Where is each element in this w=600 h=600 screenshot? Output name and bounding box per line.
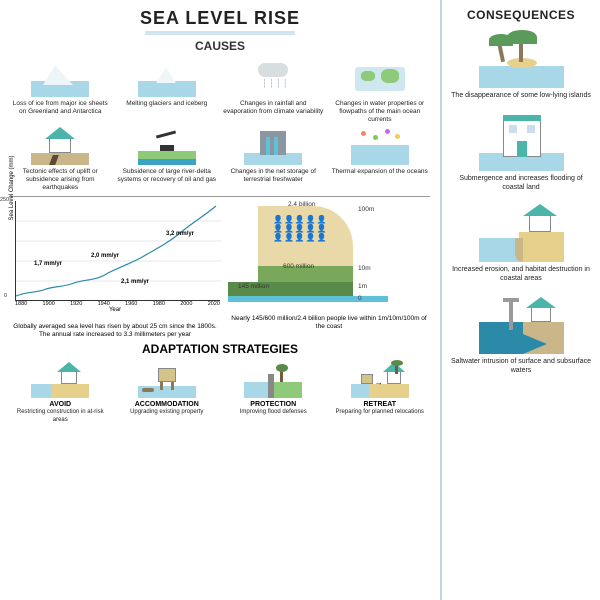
cause-caption: Subsidence of large river-delta systems … [117, 168, 218, 184]
cause-item: Changes in water properties or flowpaths… [330, 59, 431, 123]
cause-item: Changes in the net storage of terrestria… [223, 127, 324, 191]
rain-cloud-icon: ┆┆┆┆ [244, 59, 302, 97]
strategy-name: AVOID [10, 401, 111, 408]
causes-row-1: Loss of ice from major ice sheets on Gre… [10, 59, 430, 123]
cause-item: Loss of ice from major ice sheets on Gre… [10, 59, 111, 123]
consequence-caption: Saltwater intrusion of surface and subsu… [448, 358, 594, 376]
main-column: SEA LEVEL RISE CAUSES Loss of ice from m… [0, 0, 440, 600]
tectonic-house-icon [31, 127, 89, 165]
erosion-icon [479, 202, 564, 262]
strategy-caption: Preparing for planned relocations [330, 409, 431, 416]
saltwater-icon [479, 294, 564, 354]
strategy-name: ACCOMMODATION [117, 401, 218, 408]
cause-caption: Tectonic effects of uplift or subsidence… [10, 168, 111, 191]
consequences-heading: CONSEQUENCES [448, 8, 594, 22]
protection-icon [244, 360, 302, 398]
accommodation-icon [138, 360, 196, 398]
strategies-heading: ADAPTATION STRATEGIES [10, 342, 430, 356]
consequence-caption: The disappearance of some low-lying isla… [448, 92, 594, 101]
glacier-icon [138, 59, 196, 97]
cause-item: Thermal expansion of the oceans [330, 127, 431, 191]
avoid-icon [31, 360, 89, 398]
cause-caption: Changes in water properties or flowpaths… [330, 100, 431, 123]
world-map-icon [351, 59, 409, 97]
strategies-row: AVOID Restricting construction in at-ris… [10, 360, 430, 423]
title-underline [145, 31, 295, 35]
population-caption: Nearly 145/600 million/2.4 billion peopl… [228, 315, 430, 331]
retreat-icon: → [351, 360, 409, 398]
causes-heading: CAUSES [10, 39, 430, 53]
causes-row-2: Tectonic effects of uplift or subsidence… [10, 127, 430, 191]
population-diagram: 👤👤👤👤👤👤👤👤👤👤👤👤👤👤👤 2.4 billion100m600 milli… [228, 201, 430, 301]
flooded-building-icon [479, 111, 564, 171]
consequence-item: Submergence and increases flooding of co… [448, 111, 594, 193]
strategy-caption: Improving flood defenses [223, 409, 324, 416]
chart-svg [16, 201, 221, 301]
cause-caption: Melting glaciers and iceberg [117, 100, 218, 108]
cause-caption: Changes in rainfall and evaporation from… [223, 100, 324, 116]
consequence-item: Saltwater intrusion of surface and subsu… [448, 294, 594, 376]
strategy-item: ACCOMMODATION Upgrading existing propert… [117, 360, 218, 423]
consequence-caption: Submergence and increases flooding of co… [448, 175, 594, 193]
infographic-root: SEA LEVEL RISE CAUSES Loss of ice from m… [0, 0, 600, 600]
line-chart-area: Sea Level Change (mm) 1,7 mm/yr2,0 mm/yr… [15, 201, 220, 301]
strategy-item: AVOID Restricting construction in at-ris… [10, 360, 111, 423]
cause-caption: Loss of ice from major ice sheets on Gre… [10, 100, 111, 116]
cause-caption: Thermal expansion of the oceans [330, 168, 431, 176]
consequences-column: CONSEQUENCES The disappearance of some l… [440, 0, 600, 600]
cause-item: ┆┆┆┆ Changes in rainfall and evaporation… [223, 59, 324, 123]
strategy-item: PROTECTION Improving flood defenses [223, 360, 324, 423]
main-title: SEA LEVEL RISE [10, 8, 430, 29]
oil-pump-icon [138, 127, 196, 165]
strategy-caption: Upgrading existing property [117, 409, 218, 416]
consequence-item: The disappearance of some low-lying isla… [448, 28, 594, 101]
dam-icon [244, 127, 302, 165]
consequence-item: Increased erosion, and habitat destructi… [448, 202, 594, 284]
cause-caption: Changes in the net storage of terrestria… [223, 168, 324, 184]
chart-xlabel: Year [10, 307, 220, 313]
consequence-caption: Increased erosion, and habitat destructi… [448, 266, 594, 284]
chart-ylabel: Sea Level Change (mm) [9, 156, 15, 221]
cause-item: Melting glaciers and iceberg [117, 59, 218, 123]
strategy-caption: Restricting construction in at-risk area… [10, 409, 111, 423]
cause-item: Tectonic effects of uplift or subsidence… [10, 127, 111, 191]
island-icon [479, 28, 564, 88]
ice-sheet-icon [31, 59, 89, 97]
data-row: Sea Level Change (mm) 1,7 mm/yr2,0 mm/yr… [10, 196, 430, 339]
strategy-item: → RETREAT Preparing for planned relocati… [330, 360, 431, 423]
sea-level-chart: Sea Level Change (mm) 1,7 mm/yr2,0 mm/yr… [10, 201, 220, 339]
thermal-ocean-icon [351, 127, 409, 165]
strategy-name: RETREAT [330, 401, 431, 408]
strategy-name: PROTECTION [223, 401, 324, 408]
cause-item: Subsidence of large river-delta systems … [117, 127, 218, 191]
chart-caption: Globally averaged sea level has risen by… [10, 323, 220, 339]
